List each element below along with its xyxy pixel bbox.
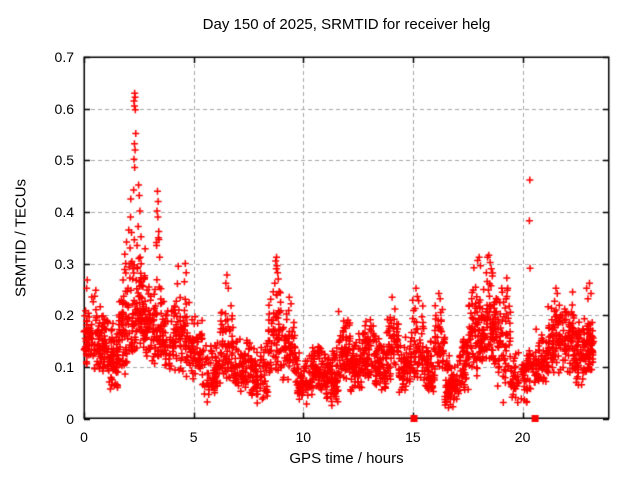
- y-tick-label: 0: [66, 410, 74, 427]
- y-tick-label: 0.1: [54, 358, 74, 375]
- y-tick-label: 0.2: [54, 307, 74, 324]
- y-tick-label: 0.7: [54, 49, 74, 65]
- x-tick-label: 20: [514, 429, 531, 445]
- y-tick-label: 0.5: [54, 152, 74, 169]
- y-tick-label: 0.3: [54, 255, 74, 272]
- y-tick-label: 0.6: [54, 100, 74, 117]
- x-tick-label: 15: [405, 429, 421, 445]
- x-tick-label: 5: [189, 429, 198, 445]
- x-tick-label: 0: [80, 429, 88, 445]
- y-tick-label: 0.4: [54, 203, 74, 220]
- x-tick-label: 10: [295, 429, 312, 445]
- y-axis-label: SRMTID / TECUs: [12, 178, 30, 298]
- chart-title: Day 150 of 2025, SRMTID for receiver hel…: [202, 16, 491, 33]
- x-axis-label: GPS time / hours: [289, 450, 404, 467]
